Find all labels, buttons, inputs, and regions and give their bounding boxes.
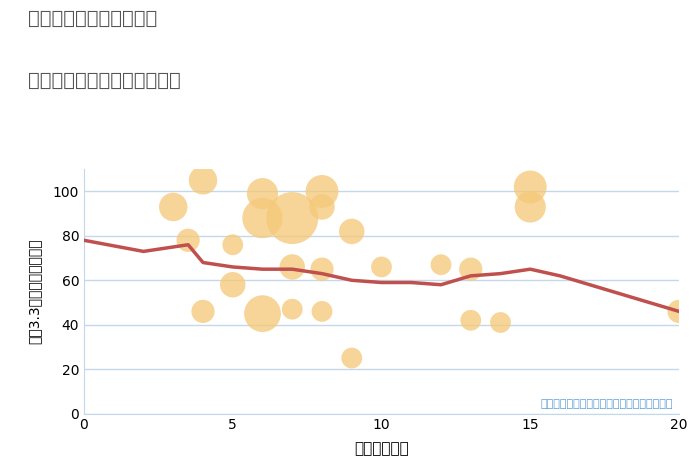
Text: 三重県四日市市滝川町の: 三重県四日市市滝川町の [28,9,158,28]
Text: 円の大きさは、取引のあった物件面積を示す: 円の大きさは、取引のあった物件面積を示す [540,399,673,409]
Point [346,354,357,362]
Point [257,214,268,222]
Point [316,266,328,273]
Point [346,227,357,235]
Point [495,319,506,326]
Point [227,281,238,289]
Point [183,236,194,244]
Point [316,188,328,195]
Point [316,308,328,315]
Point [435,261,447,268]
Point [376,263,387,271]
Text: 駅距離別中古マンション価格: 駅距離別中古マンション価格 [28,70,181,89]
Point [287,263,298,271]
Point [168,203,179,211]
Point [287,214,298,222]
Point [257,190,268,197]
X-axis label: 駅距離（分）: 駅距離（分） [354,441,409,456]
Point [525,183,536,191]
Point [227,241,238,249]
Y-axis label: 坪（3.3㎡）単価（万円）: 坪（3.3㎡）単価（万円） [28,239,42,344]
Point [465,316,476,324]
Point [257,310,268,317]
Point [197,308,209,315]
Point [316,203,328,211]
Point [465,266,476,273]
Point [525,203,536,211]
Point [287,306,298,313]
Point [673,308,685,315]
Point [197,177,209,184]
